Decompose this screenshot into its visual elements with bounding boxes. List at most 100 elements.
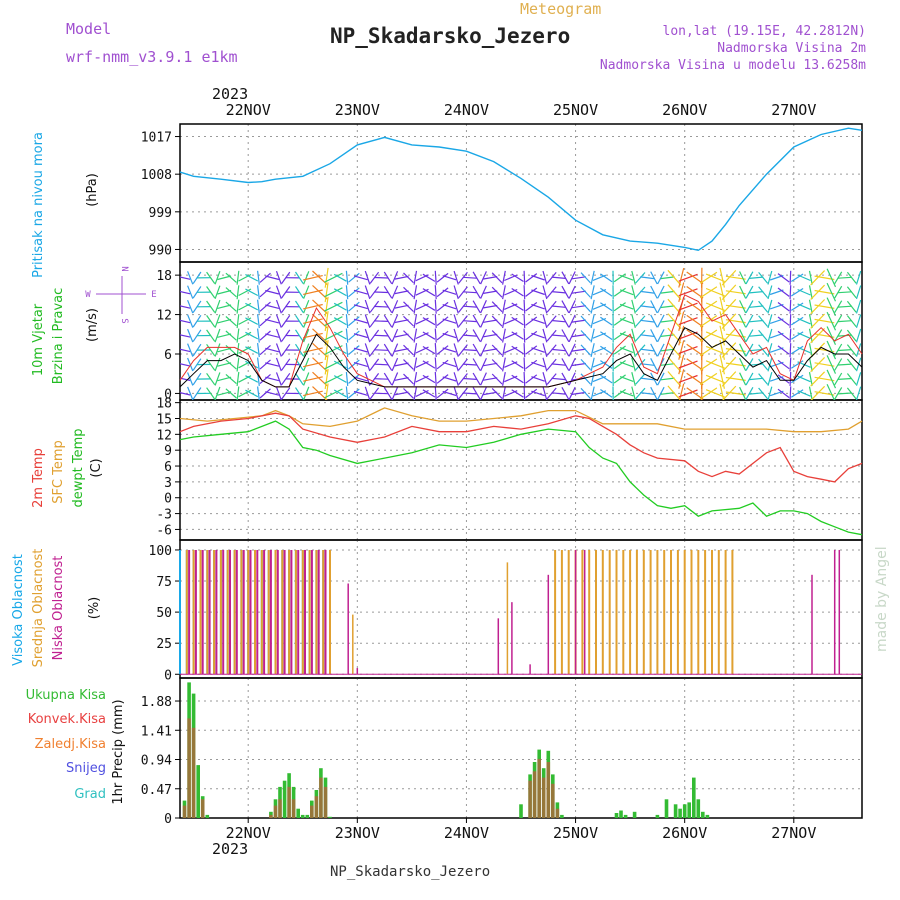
wind-barb	[855, 299, 862, 314]
precip-conv-bar	[291, 799, 296, 818]
wind-barb	[348, 330, 360, 341]
wind-barb	[324, 340, 329, 361]
wind-barb	[436, 287, 449, 298]
wind-barb	[225, 272, 237, 283]
wind-barb	[472, 329, 481, 342]
wind-barb	[525, 302, 538, 312]
wind-barb	[403, 388, 414, 399]
wind-barb	[217, 289, 232, 295]
wind-barb	[758, 344, 769, 356]
precip-legend-frozen: Zaledj.Kisa	[35, 737, 106, 752]
wind-barb	[442, 332, 457, 339]
wind-barb	[238, 273, 252, 282]
wind-barb	[442, 304, 457, 310]
wind-barb	[561, 271, 570, 285]
wind-barb	[551, 276, 566, 279]
wind-barb	[613, 345, 626, 355]
wind-barb	[837, 349, 852, 352]
wind-barb	[571, 391, 586, 395]
wind-barb	[480, 314, 487, 328]
wind-barb	[353, 376, 368, 382]
wind-barb	[551, 291, 566, 294]
temperature-ytick-label: -3	[156, 508, 172, 523]
wind-barb	[846, 315, 857, 327]
wind-barb	[590, 357, 595, 372]
wind-barb	[303, 285, 310, 299]
wind-barb	[394, 319, 409, 324]
wind-barb	[333, 273, 347, 282]
wind-barb	[348, 374, 360, 384]
temperature-ytick-label: 18	[156, 397, 172, 412]
wind-barb	[295, 387, 304, 400]
wind-barb	[613, 388, 626, 398]
compass-w: W	[85, 290, 91, 300]
wind-barb	[483, 276, 498, 280]
wind-barb	[619, 361, 634, 368]
precip-total-bar	[687, 802, 691, 818]
wind-barb	[480, 300, 487, 314]
wind-barb	[345, 343, 349, 358]
wind-ylabel-main: 10m Vjetar	[31, 303, 46, 376]
wind-barb	[613, 287, 626, 297]
wind-barb	[846, 329, 857, 342]
wind-barb	[846, 286, 857, 299]
wind-barb	[855, 270, 862, 285]
wind-barb	[436, 272, 449, 283]
wind-barb	[808, 314, 813, 329]
wind-barb	[217, 391, 232, 396]
wind-barb	[383, 314, 393, 328]
wind-barb	[415, 274, 429, 282]
footer-station-label: NP_Skadarsko_Jezero	[330, 864, 490, 880]
precip-total-bar	[623, 814, 628, 818]
wind-barb	[325, 383, 329, 400]
wind-barb	[551, 348, 566, 352]
wind-barb	[721, 356, 737, 373]
wind-barb	[259, 330, 271, 341]
wind-barb	[480, 343, 487, 357]
wind-barb	[790, 287, 804, 297]
wind-barb	[413, 285, 418, 300]
wind-barb	[303, 289, 323, 295]
wind-barb	[403, 286, 414, 298]
wind-barb	[678, 340, 685, 360]
wind-barb	[810, 313, 826, 329]
wind-barb	[434, 386, 437, 400]
wind-barb	[855, 314, 862, 328]
wind-barb	[511, 273, 524, 283]
wind-barb	[790, 345, 804, 355]
wind-barb	[442, 275, 457, 281]
wind-barb	[600, 302, 613, 312]
wind-barb	[855, 372, 862, 386]
temp-ylabel-dewpt: dewpt Temp	[71, 428, 86, 507]
wind-barb	[667, 269, 682, 286]
wind-barb	[721, 327, 737, 344]
wind-barb	[214, 285, 221, 300]
wind-barb	[777, 273, 790, 283]
wind-barb	[180, 363, 191, 367]
wind-barb	[699, 286, 718, 299]
altitude-label: Nadmorska Visina 2m	[717, 41, 866, 56]
wind-barb	[187, 285, 194, 299]
wind-barb	[810, 356, 826, 373]
wind-barb	[678, 317, 698, 326]
wind-barb	[686, 300, 704, 313]
wind-barb	[561, 329, 570, 342]
wind-barb	[640, 377, 655, 381]
wind-barb	[259, 388, 271, 399]
wind-barb	[657, 372, 665, 386]
wind-barb	[413, 328, 418, 343]
wind-barb	[542, 299, 548, 314]
precip-total-bar	[296, 808, 300, 818]
precip-total-bar	[205, 814, 210, 818]
wind-barb	[502, 285, 506, 300]
wind-barb	[660, 305, 675, 309]
wind-barb	[294, 314, 304, 328]
wind-barb	[600, 345, 613, 355]
wind-barb	[265, 318, 280, 324]
temperature-ytick-label: 3	[164, 476, 172, 491]
wind-barb	[797, 303, 811, 310]
wind-barb	[364, 299, 371, 314]
wind-barb	[333, 346, 347, 355]
wind-barb	[295, 300, 304, 313]
wind-barb	[789, 343, 792, 358]
